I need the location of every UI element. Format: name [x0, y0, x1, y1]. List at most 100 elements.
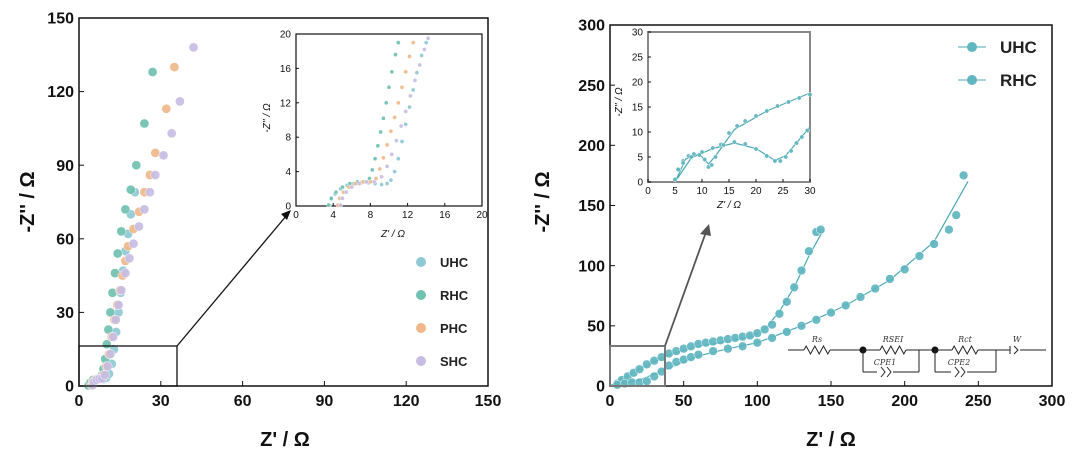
- right-zoom-arrowhead: [700, 224, 711, 236]
- data-point-rhc: [855, 292, 866, 302]
- data-point-uhc: [782, 297, 792, 307]
- data-point-rhc: [885, 274, 895, 284]
- x-tick-label: 4: [330, 210, 336, 221]
- data-point-uhc: [419, 53, 424, 58]
- data-point-shc: [394, 138, 399, 143]
- data-point-shc: [343, 189, 349, 195]
- left-zoom-arrow: [176, 214, 288, 347]
- data-point-phc: [392, 115, 397, 120]
- x-tick-label: 16: [439, 210, 451, 221]
- y-tick-label: 200: [578, 138, 605, 155]
- data-point-uhc: [764, 108, 770, 114]
- warburg-symbol: [1009, 345, 1019, 355]
- y-tick-label: 0: [637, 178, 643, 189]
- data-point-uhc: [767, 319, 777, 330]
- data-point-rhc: [764, 153, 770, 159]
- data-point-phc: [384, 142, 390, 148]
- y-tick-label: 20: [280, 30, 292, 41]
- data-point-uhc: [691, 151, 697, 157]
- data-point-rhc: [326, 202, 331, 208]
- data-point-uhc: [713, 154, 718, 160]
- data-point-rhc: [395, 40, 401, 45]
- y-tick-label: 100: [578, 258, 605, 275]
- data-point-uhc: [384, 181, 390, 186]
- data-point-rhc: [799, 134, 805, 140]
- right-x-axis-title: Z' / Ω: [806, 429, 856, 451]
- data-point-rhc: [369, 167, 375, 173]
- data-point-rhc: [811, 315, 821, 325]
- data-point-shc: [408, 93, 413, 99]
- data-point-shc: [120, 268, 131, 278]
- x-tick-label: 150: [475, 393, 502, 410]
- data-point-shc: [421, 47, 427, 52]
- left-series-group: [83, 42, 199, 391]
- legend-marker-phc: [416, 323, 426, 333]
- data-point-rhc: [672, 177, 678, 182]
- y-tick-label: 16: [280, 64, 292, 75]
- right-inset-y-axis-title: -Z'' / Ω: [614, 87, 625, 117]
- data-point-rhc: [782, 327, 792, 337]
- circuit-label: Rct: [957, 335, 973, 344]
- left-inset-y-axis-title: -Z'' / Ω: [262, 103, 273, 133]
- left-legend: UHC RHC PHC SHC: [416, 255, 469, 369]
- data-point-rhc: [958, 170, 969, 181]
- data-point-phc: [395, 100, 401, 106]
- x-tick-label: 50: [675, 393, 693, 410]
- data-point-rhc: [328, 195, 334, 201]
- left-inset-axis-ticks: 0 4 8 12 16 20 0 4 8 12 16 20: [280, 30, 488, 222]
- data-point-uhc: [407, 104, 412, 110]
- x-tick-label: 12: [402, 210, 414, 221]
- data-point-shc: [188, 42, 199, 53]
- data-point-rhc: [710, 145, 716, 151]
- y-tick-label: 150: [47, 11, 74, 28]
- left-y-axis-title: -Z'' / Ω: [17, 171, 39, 232]
- y-tick-label: 0: [596, 379, 605, 396]
- left-inset-series-group: [326, 35, 431, 208]
- data-point-rhc: [826, 307, 836, 318]
- y-tick-label: 5: [637, 153, 643, 164]
- data-point-rhc: [120, 204, 131, 215]
- data-point-shc: [364, 179, 370, 185]
- data-point-rhc: [900, 264, 910, 274]
- data-point-uhc: [753, 113, 759, 119]
- legend-label-phc: PHC: [440, 321, 468, 336]
- right-inset-frame: [647, 31, 811, 183]
- data-point-shc: [417, 62, 423, 68]
- data-point-rhc: [753, 146, 759, 152]
- y-tick-label: 300: [578, 18, 605, 35]
- legend-marker-uhc: [967, 42, 977, 52]
- data-point-rhc: [777, 158, 783, 164]
- legend-marker-rhc: [967, 75, 977, 85]
- data-point-rhc: [796, 321, 807, 331]
- data-point-uhc: [649, 356, 659, 366]
- data-point-rhc: [378, 129, 383, 135]
- data-point-rhc: [340, 184, 345, 190]
- data-point-shc: [389, 152, 395, 157]
- data-point-rhc: [767, 333, 777, 343]
- data-point-uhc: [785, 99, 791, 105]
- data-point-uhc: [796, 265, 807, 276]
- cpe-symbol: [954, 366, 966, 378]
- data-point-shc: [134, 221, 144, 232]
- legend-label-rhc: RHC: [440, 288, 469, 303]
- x-tick-label: 300: [1039, 393, 1066, 410]
- x-tick-label: 10: [696, 186, 708, 197]
- data-point-uhc: [734, 123, 740, 129]
- data-point-uhc: [760, 324, 770, 335]
- legend-label-rhc: RHC: [1000, 71, 1037, 90]
- data-point-uhc: [726, 130, 732, 136]
- circuit-label: CPE2: [948, 358, 970, 367]
- data-point-rhc: [944, 224, 954, 235]
- data-point-uhc: [642, 359, 652, 369]
- data-point-phc: [399, 84, 405, 90]
- data-point-shc: [108, 332, 118, 342]
- data-point-shc: [128, 238, 139, 249]
- data-point-shc: [105, 349, 116, 359]
- data-point-uhc: [774, 309, 785, 319]
- y-tick-label: 12: [280, 98, 292, 109]
- resistor-symbol: [879, 344, 907, 356]
- data-point-shc: [113, 300, 124, 310]
- data-point-uhc: [709, 162, 715, 168]
- y-tick-label: 8: [285, 133, 291, 144]
